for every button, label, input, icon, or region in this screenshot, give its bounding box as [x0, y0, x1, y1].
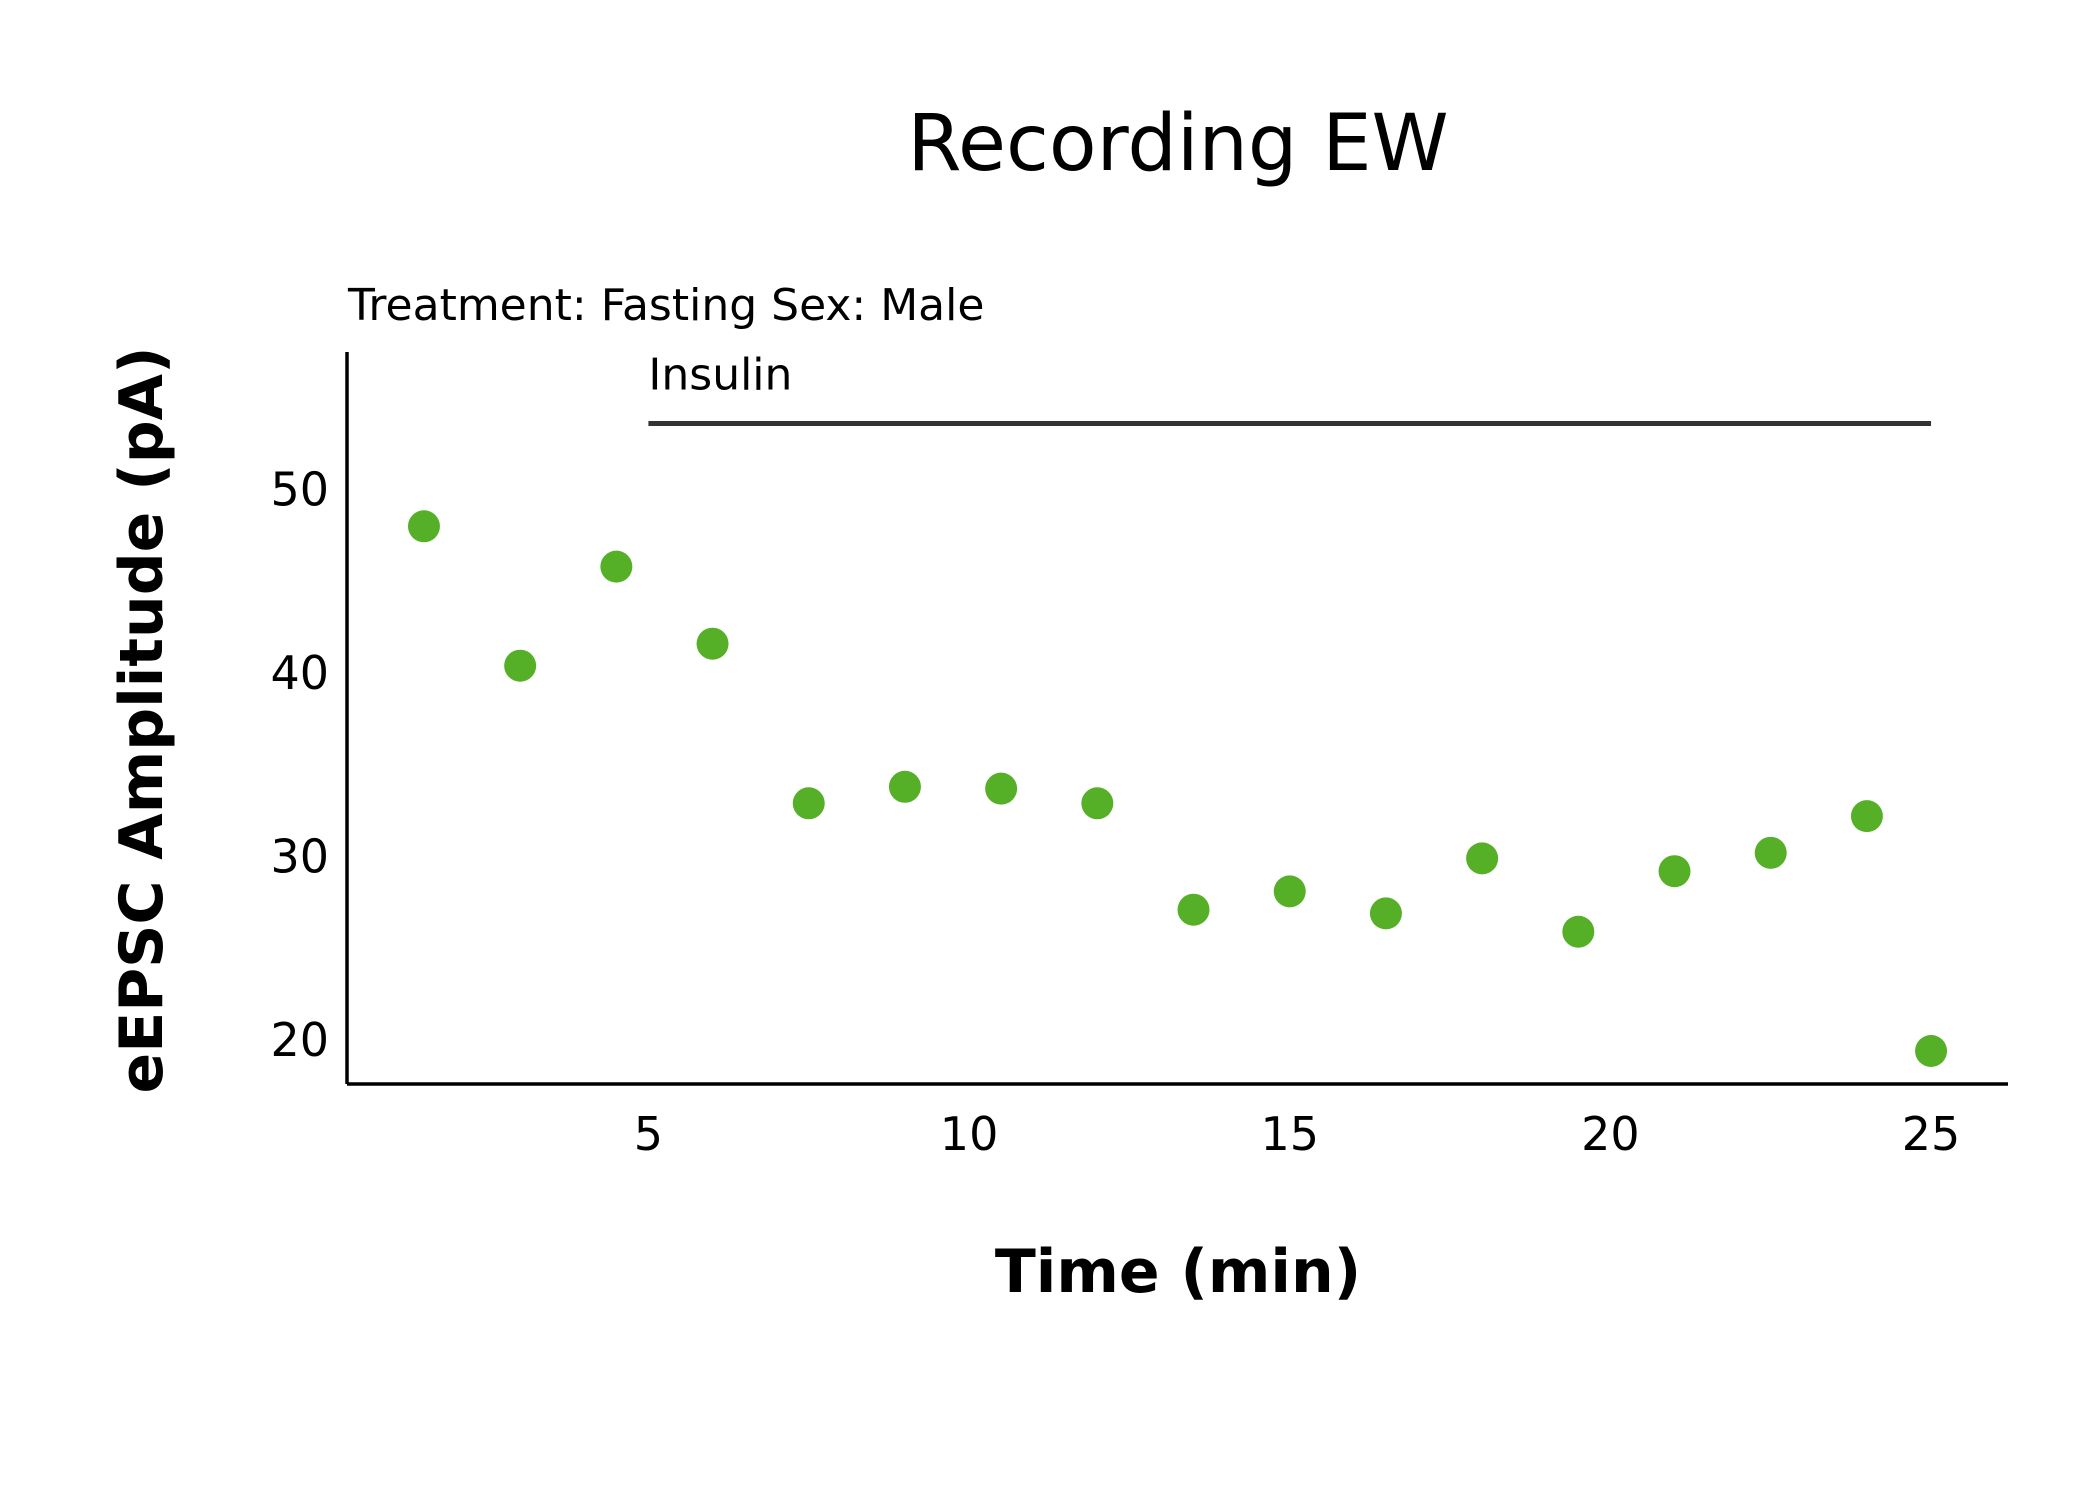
insulin-annotation: Insulin [648, 350, 1932, 427]
x-tick-label-0: 5 [634, 1107, 663, 1161]
data-point-10 [1369, 897, 1402, 930]
y-tick-label-0: 20 [270, 1013, 329, 1067]
x-axis-label: Time (min) [995, 1237, 1361, 1307]
data-point-14 [1754, 836, 1787, 869]
y-axis-label: eEPSC Amplitude (pA) [107, 347, 177, 1094]
data-point-1 [504, 649, 537, 682]
data-point-3 [696, 627, 729, 660]
data-point-15 [1850, 800, 1883, 833]
x-tick-label-4: 25 [1902, 1107, 1961, 1161]
data-point-16 [1915, 1034, 1948, 1067]
x-tick-labels: 5 10 15 20 25 [634, 1107, 1961, 1161]
y-tick-label-3: 50 [270, 463, 329, 517]
insulin-label: Insulin [648, 350, 792, 401]
y-tick-label-2: 40 [270, 646, 329, 700]
data-point-11 [1466, 842, 1499, 875]
x-tick-label-3: 20 [1581, 1107, 1640, 1161]
data-point-12 [1562, 915, 1595, 948]
data-point-7 [1081, 787, 1114, 820]
data-point-4 [792, 787, 825, 820]
data-point-13 [1658, 855, 1691, 888]
y-tick-label-1: 30 [270, 830, 329, 884]
data-point-8 [1177, 893, 1210, 926]
data-points [407, 510, 1948, 1067]
data-point-0 [407, 510, 440, 543]
data-point-2 [600, 550, 633, 583]
chart-title: Recording EW [907, 99, 1448, 189]
data-point-5 [888, 770, 921, 803]
x-tick-label-2: 15 [1260, 1107, 1319, 1161]
x-tick-label-1: 10 [940, 1107, 999, 1161]
chart-subtitle: Treatment: Fasting Sex: Male [347, 280, 984, 331]
y-tick-labels: 20 30 40 50 [270, 463, 329, 1067]
data-point-9 [1273, 875, 1306, 908]
data-point-6 [985, 772, 1018, 805]
